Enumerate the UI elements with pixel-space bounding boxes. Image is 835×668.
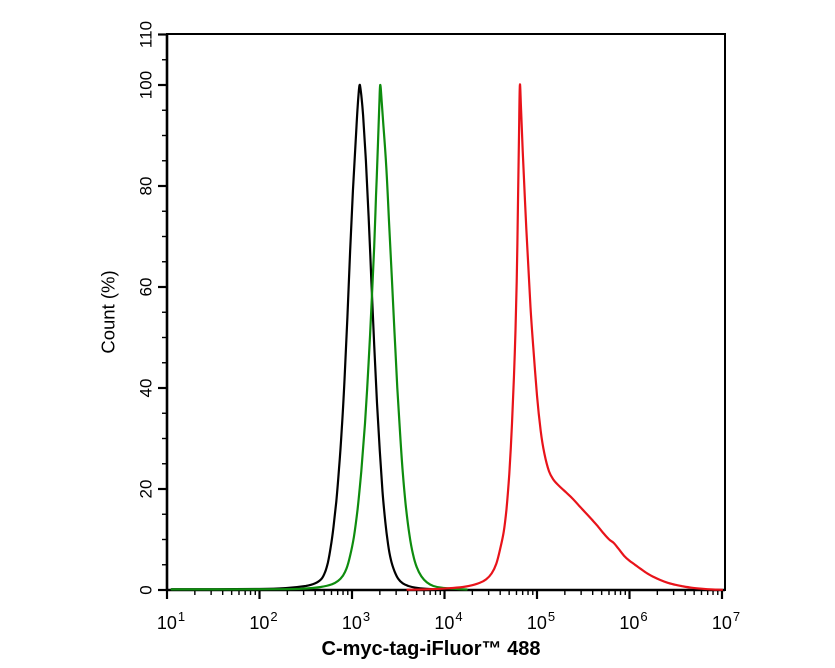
y-tick-label: 40 — [137, 379, 156, 398]
x-tick-label: 107 — [712, 609, 740, 633]
y-tick-label: 0 — [137, 585, 156, 594]
plot-frame — [165, 33, 726, 592]
y-tick-labels: 0 20 40 60 80 100 110 — [137, 21, 156, 595]
y-axis-title: Count (%) — [98, 270, 119, 353]
y-tick-label: 110 — [137, 21, 156, 48]
y-tick-label: 60 — [137, 278, 156, 297]
x-tick-label: 102 — [249, 609, 277, 633]
x-tick-label: 101 — [157, 609, 185, 633]
x-tick-label: 104 — [434, 609, 462, 633]
x-tick-labels: 101 102 103 104 105 106 107 — [157, 609, 740, 633]
green-curve — [170, 83, 468, 591]
axis-ticks — [158, 33, 724, 599]
y-tick-label: 100 — [137, 71, 156, 99]
x-tick-label: 103 — [342, 609, 370, 633]
plot-border — [166, 33, 726, 591]
y-tick-label: 20 — [137, 480, 156, 499]
y-tick-label: 80 — [137, 177, 156, 196]
x-axis-title: C-myc-tag-iFluor™ 488 — [322, 638, 541, 660]
histogram-curves — [170, 83, 724, 591]
axis-titles: Count (%) C-myc-tag-iFluor™ 488 — [98, 270, 541, 660]
black-curve — [170, 83, 451, 591]
x-tick-label: 106 — [619, 609, 647, 633]
red-curve — [406, 83, 724, 591]
x-tick-label: 105 — [527, 609, 555, 633]
